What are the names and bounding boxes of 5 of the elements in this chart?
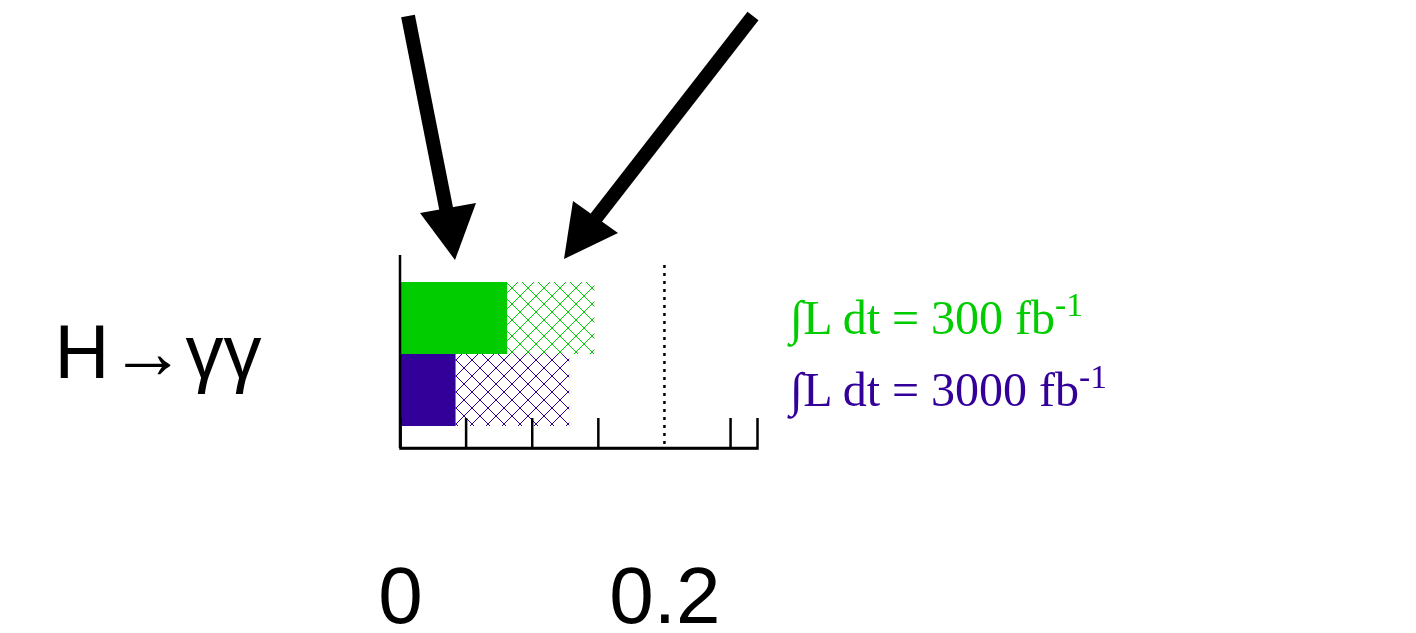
y-tick-label: ∫L dt = 300 fb$^{-1}$ <box>787 285 1084 347</box>
x-tick-label: 0 <box>378 550 423 633</box>
y-tick-label: ∫L dt = 3000 fb$^{-1}$ <box>787 357 1108 419</box>
y-axis-title: H→γγ <box>54 309 262 394</box>
x-tick-label: 0.2 <box>609 550 721 633</box>
